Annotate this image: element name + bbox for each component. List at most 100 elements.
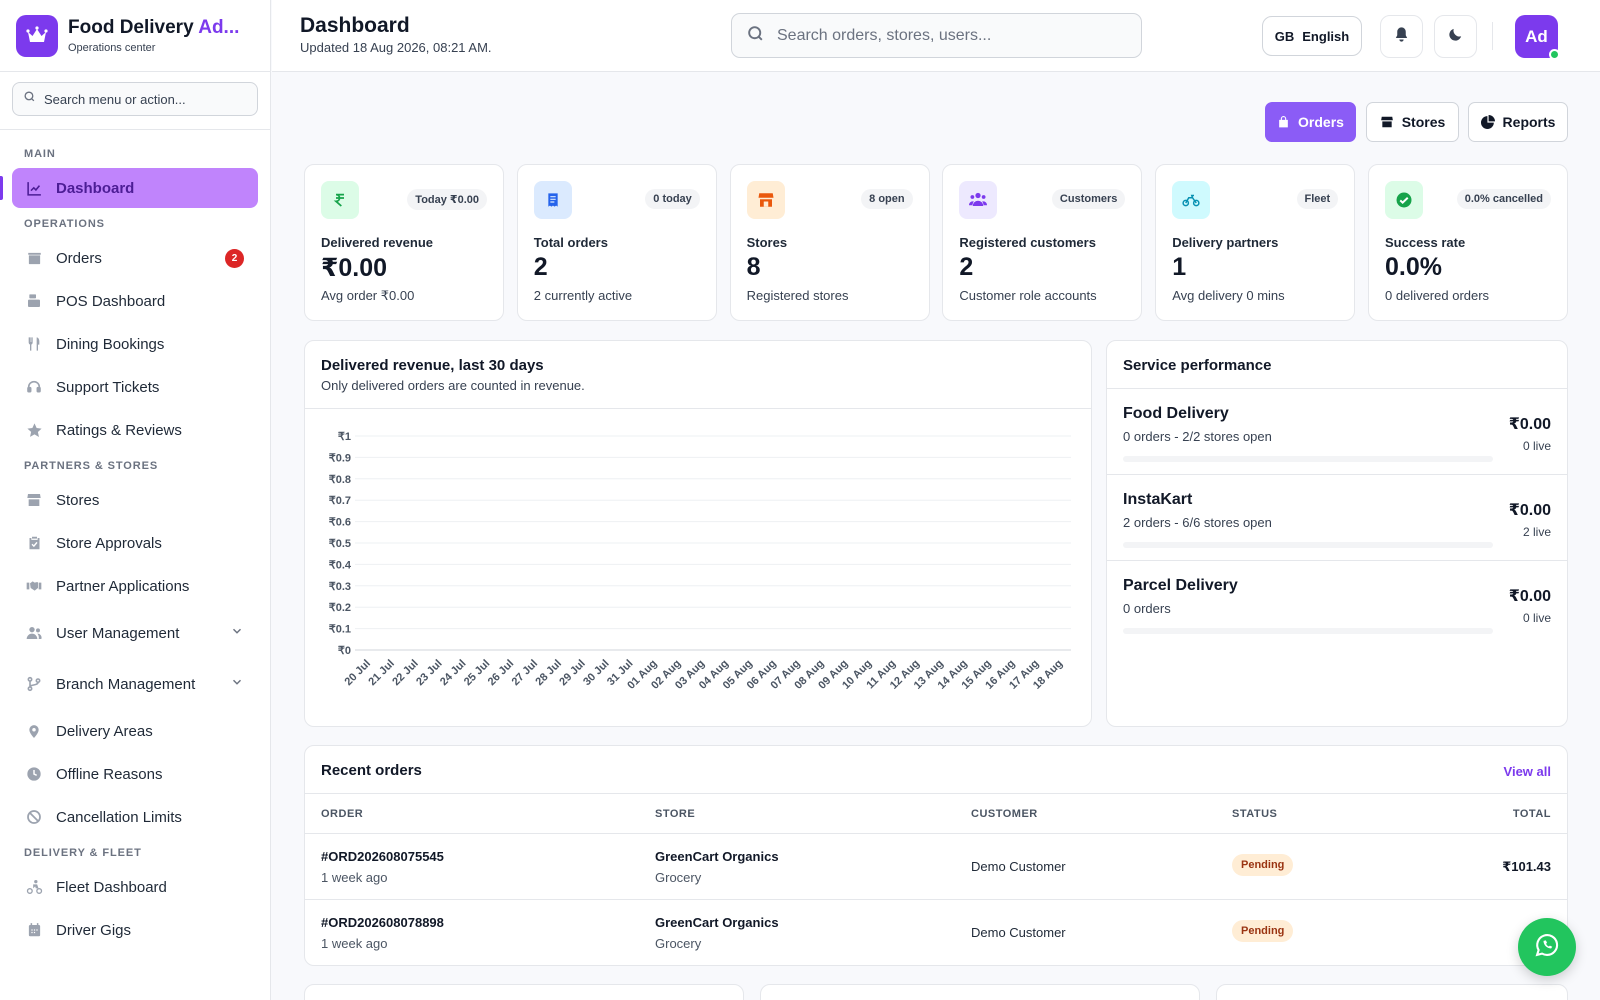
stat-label: Stores [746, 235, 788, 250]
bell-icon [1393, 26, 1410, 48]
last-updated: Updated 18 Aug 2026, 08:21 AM. [300, 40, 492, 55]
sidebar-item-driver-gigs[interactable]: Driver Gigs [12, 910, 258, 950]
sidebar-item-orders[interactable]: Orders 2 [12, 238, 258, 278]
whatsapp-icon [1533, 931, 1561, 964]
sidebar-item-offline-reasons[interactable]: Offline Reasons [12, 754, 258, 794]
sidebar-item-user-management[interactable]: User Management [12, 609, 258, 657]
sidebar-item-pos[interactable]: POS Dashboard [12, 281, 258, 321]
search-icon [746, 24, 765, 48]
stat-card[interactable]: 8 open Stores 8 Registered stores [729, 164, 930, 321]
stat-card[interactable]: Customers Registered customers 2 Customer r… [942, 164, 1143, 321]
store-icon [24, 490, 44, 510]
users-icon [959, 181, 998, 219]
orders-quick-button[interactable]: Orders [1265, 102, 1356, 142]
sidebar-item-dashboard[interactable]: Dashboard [0, 168, 258, 208]
service-progress-track [1123, 456, 1493, 462]
stat-pill: 8 open [861, 189, 913, 209]
sidebar-item-fleet-dashboard[interactable]: Fleet Dashboard [12, 867, 258, 907]
view-all-orders-link[interactable]: View all [1503, 764, 1551, 779]
service-row[interactable]: Parcel Delivery 0 orders ₹0.00 0 live [1107, 561, 1567, 647]
stat-card[interactable]: 0 today Total orders 2 2 currently active [516, 164, 717, 321]
order-customer: Demo Customer [971, 859, 1066, 874]
table-row[interactable]: #ORD202608075545 1 week ago GreenCart Orga… [305, 834, 1567, 900]
service-name: Parcel Delivery [1123, 577, 1238, 594]
revenue-chart-header: Delivered revenue, last 30 days Only del… [305, 341, 1091, 409]
sidebar-item-stores[interactable]: Stores [12, 480, 258, 520]
service-row[interactable]: InstaKart 2 orders - 6/6 stores open ₹0.00… [1107, 475, 1567, 561]
stat-pill: 0.0% cancelled [1456, 189, 1551, 209]
chevron-down-icon[interactable] [230, 624, 244, 642]
motorbike-icon [1172, 181, 1211, 219]
brand-title: Food Delivery Ad... [68, 17, 240, 38]
sidebar-item-cancellation-limits[interactable]: Cancellation Limits [12, 797, 258, 837]
notifications-button[interactable] [1380, 15, 1423, 58]
sidebar-item-branch-management[interactable]: Branch Management [12, 660, 258, 708]
stat-footnote: 2 currently active [533, 288, 633, 303]
table-header: ORDER STORE CUSTOMER STATUS TOTAL [305, 794, 1567, 834]
stat-card[interactable]: 0.0% cancelled Success rate 0.0% 0 delivere… [1368, 164, 1568, 321]
x-tick-label: 24 Jul [438, 658, 469, 689]
order-store-category: Grocery [655, 870, 702, 885]
column-order[interactable]: ORDER [321, 808, 364, 820]
theme-toggle-button[interactable] [1434, 15, 1477, 58]
bottom-card-2 [760, 984, 1200, 1000]
global-search[interactable] [731, 13, 1142, 58]
column-status[interactable]: STATUS [1232, 808, 1278, 820]
sidebar-item-label: Offline Reasons [56, 765, 163, 783]
stat-label: Delivery partners [1172, 235, 1279, 250]
column-total[interactable]: TOTAL [1512, 808, 1551, 820]
branch-icon [24, 674, 44, 694]
avatar[interactable]: Ad [1515, 15, 1560, 60]
sidebar-search-input[interactable] [44, 91, 244, 107]
sidebar-item-label: Support Tickets [56, 378, 160, 396]
chevron-down-icon[interactable] [230, 675, 244, 693]
sidebar-item-store-approvals[interactable]: Store Approvals [12, 523, 258, 563]
order-id[interactable]: #ORD202608078898 [321, 915, 444, 930]
stores-quick-button[interactable]: Stores [1366, 102, 1459, 142]
column-customer[interactable]: CUSTOMER [971, 808, 1038, 820]
stat-card[interactable]: Fleet Delivery partners 1 Avg delivery 0 mi… [1155, 164, 1356, 321]
revenue-chart: ₹0 ₹0.1 ₹0.2 ₹0.3 ₹0.4 ₹0.5 ₹0.6 ₹0.7 ₹0.8 ₹0.9 ₹1… [329, 431, 1071, 692]
sidebar-search[interactable] [12, 82, 258, 116]
service-stats: 0 orders [1123, 601, 1171, 616]
handshake-icon [24, 576, 44, 596]
y-tick-label: ₹0.8 [329, 474, 351, 486]
stat-card[interactable]: Today ₹0.00 Delivered revenue ₹0.00 Avg ord… [304, 164, 504, 321]
order-id[interactable]: #ORD202608075545 [321, 849, 444, 864]
reports-quick-button[interactable]: Reports [1468, 102, 1568, 142]
bag-icon [1277, 115, 1290, 129]
global-search-input[interactable] [777, 26, 1107, 45]
recent-orders-title: Recent orders [321, 762, 422, 779]
stat-value: 8 [746, 253, 761, 281]
sidebar-item-support[interactable]: Support Tickets [12, 367, 258, 407]
bottom-card-1 [304, 984, 744, 1000]
sidebar-item-ratings[interactable]: Ratings & Reviews [12, 410, 258, 450]
revenue-chart-card: Delivered revenue, last 30 days Only del… [304, 340, 1092, 727]
utensils-icon [24, 334, 44, 354]
nav-section-main: MAIN [24, 148, 56, 160]
column-store[interactable]: STORE [655, 808, 696, 820]
sidebar-item-dining[interactable]: Dining Bookings [12, 324, 258, 364]
sidebar-item-delivery-areas[interactable]: Delivery Areas [12, 711, 258, 751]
language-selector[interactable]: GB English [1262, 16, 1362, 56]
whatsapp-chat-button[interactable] [1518, 918, 1576, 976]
service-row[interactable]: Food Delivery 0 orders - 2/2 stores open ₹… [1107, 389, 1567, 475]
stat-value: 2 [533, 253, 548, 281]
language-label: English [1302, 28, 1350, 44]
order-rows: #ORD202608075545 1 week ago GreenCart Orga… [305, 834, 1567, 965]
sidebar-item-label: Driver Gigs [56, 921, 132, 939]
y-tick-label: ₹0.9 [329, 452, 351, 464]
table-row[interactable]: #ORD202608078898 1 week ago GreenCart Orga… [305, 900, 1567, 965]
sidebar-item-partner-applications[interactable]: Partner Applications [12, 566, 258, 606]
recent-orders-header: Recent orders View all [305, 746, 1567, 794]
stat-label: Total orders [533, 235, 608, 250]
x-tick-label: 27 Jul [510, 658, 541, 689]
brand[interactable]: Food Delivery Ad... Operations center [0, 0, 270, 72]
y-tick-label: ₹0.3 [329, 581, 351, 593]
avatar-initials: Ad [1525, 26, 1548, 46]
sidebar-item-label: Cancellation Limits [56, 808, 182, 826]
clock-icon [24, 764, 44, 784]
sidebar-nav: MAIN Dashboard OPERATIONS Orders 2 POS D… [0, 130, 270, 950]
pie-chart-icon [1480, 115, 1495, 129]
stat-value: 1 [1172, 253, 1187, 281]
